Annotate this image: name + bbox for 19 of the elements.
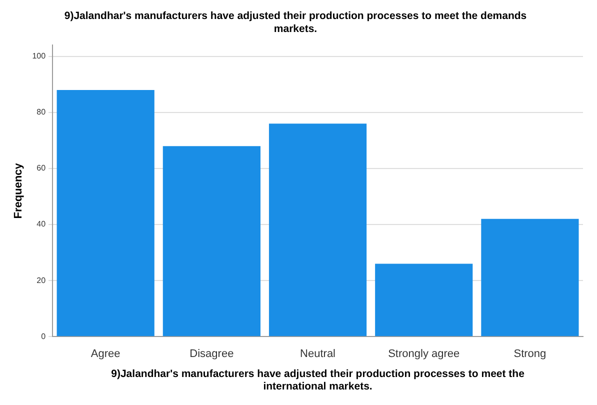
bar — [162, 146, 260, 336]
y-tick-label: 40 — [36, 220, 46, 229]
x-tick-label: Strongly agree — [388, 348, 460, 360]
y-tick-label: 20 — [36, 276, 46, 285]
bar — [268, 124, 367, 336]
x-tick-label: Neutral — [300, 348, 336, 360]
y-tick-label: 100 — [32, 52, 46, 61]
bar — [375, 264, 473, 336]
x-tick-label: Strong — [514, 348, 546, 360]
x-axis-title: 9)Jalandhar's manufacturers have adjusted their production processes to meet the international markets. — [111, 368, 525, 393]
bar — [56, 90, 154, 336]
y-axis-title: Frequency — [12, 162, 25, 219]
y-tick-label: 0 — [41, 332, 46, 341]
bar — [481, 218, 579, 336]
y-tick-label: 60 — [36, 164, 46, 173]
y-tick-label: 80 — [36, 108, 46, 117]
x-tick-label: Disagree — [190, 348, 234, 360]
chart-title: 9)Jalandhar's manufacturers have adjusted their production processes to meet the demands markets. — [64, 10, 527, 35]
x-tick-label: Agree — [90, 348, 120, 360]
